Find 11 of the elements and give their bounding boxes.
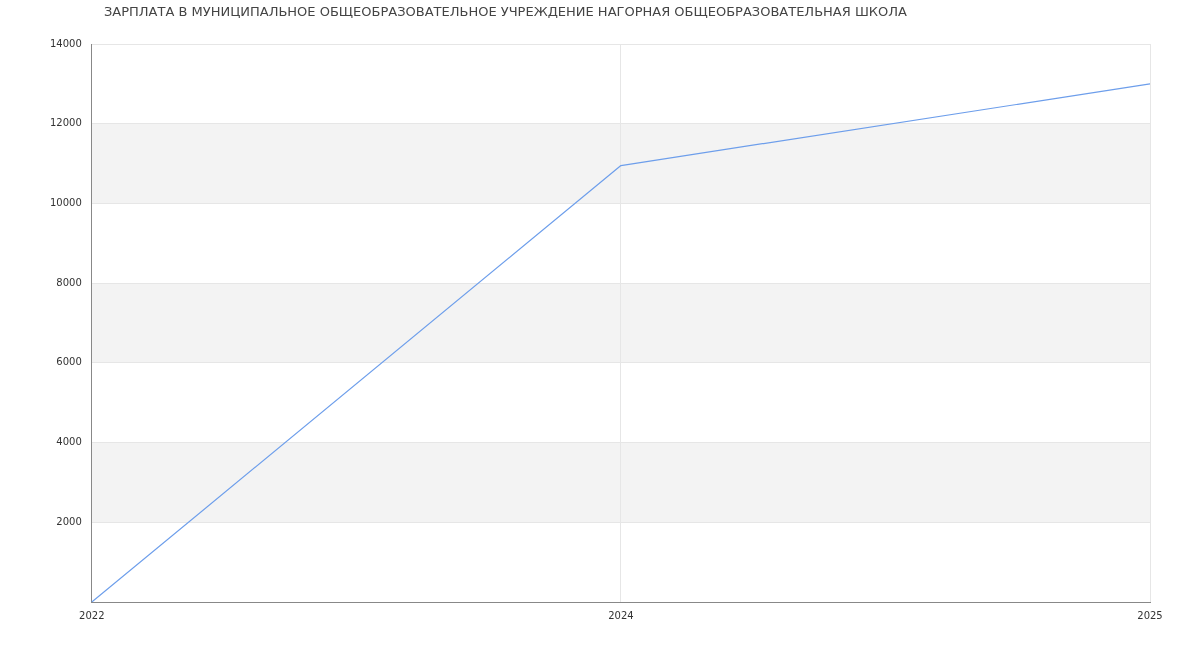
y-tick-label: 8000 (56, 276, 82, 288)
x-tick-label: 2022 (79, 609, 105, 621)
y-tick-label: 14000 (50, 37, 82, 49)
x-tick-label: 2024 (608, 609, 634, 621)
y-tick-label: 6000 (56, 356, 82, 368)
y-tick-label: 12000 (50, 117, 82, 129)
y-tick-label: 2000 (56, 515, 82, 527)
y-tick-label: 10000 (50, 197, 82, 209)
y-tick-label: 4000 (56, 436, 82, 448)
chart-title: ЗАРПЛАТА В МУНИЦИПАЛЬНОЕ ОБЩЕОБРАЗОВАТЕЛЬНОЕ УЧРЕЖДЕНИЕ НАГОРНАЯ ОБЩЕОБРАЗОВАТЕЛЬНАЯ ШКОЛА (104, 4, 907, 19)
x-tick-label: 2025 (1137, 609, 1163, 621)
